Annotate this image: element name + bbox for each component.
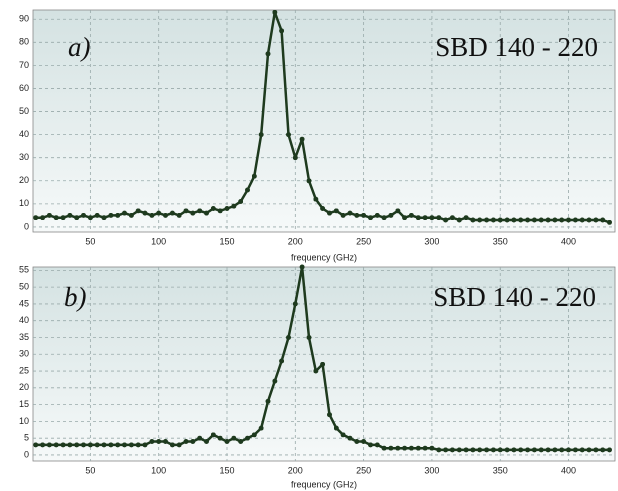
x-tick-label: 400	[561, 465, 576, 475]
y-tick-label: 10	[19, 198, 29, 208]
y-tick-label: 80	[19, 37, 29, 47]
y-tick-label: 90	[19, 14, 29, 24]
y-tick-label: 70	[19, 60, 29, 70]
y-tick-label: 35	[19, 332, 29, 342]
x-tick-label: 250	[356, 465, 371, 475]
y-tick-label: 50	[19, 282, 29, 292]
x-tick-label: 200	[288, 236, 303, 246]
x-tick-label: 300	[424, 236, 439, 246]
annotation: b)	[64, 282, 87, 312]
y-tick-label: 20	[19, 382, 29, 392]
y-tick-label: 55	[19, 265, 29, 275]
x-tick-label: 350	[493, 236, 508, 246]
x-tick-label: 50	[85, 236, 95, 246]
x-tick-label: 50	[85, 465, 95, 475]
y-tick-label: 20	[19, 175, 29, 185]
x-tick-label: 200	[288, 465, 303, 475]
x-axis-label: frequency (GHz)	[291, 479, 357, 489]
y-tick-label: 0	[24, 449, 29, 459]
y-tick-label: 30	[19, 152, 29, 162]
y-tick-label: 40	[19, 129, 29, 139]
x-tick-label: 300	[424, 465, 439, 475]
y-tick-label: 40	[19, 315, 29, 325]
x-axis-label: frequency (GHz)	[291, 252, 357, 262]
y-tick-label: 45	[19, 298, 29, 308]
y-tick-label: 30	[19, 349, 29, 359]
y-tick-label: 0	[24, 221, 29, 231]
y-tick-label: 25	[19, 365, 29, 375]
x-tick-label: 150	[219, 465, 234, 475]
x-tick-label: 100	[151, 465, 166, 475]
y-tick-label: 10	[19, 416, 29, 426]
data-line	[33, 9, 612, 225]
annotation: SBD 140 - 220	[435, 32, 598, 62]
x-tick-label: 350	[493, 465, 508, 475]
x-tick-label: 150	[219, 236, 234, 246]
y-tick-label: 50	[19, 106, 29, 116]
x-tick-label: 250	[356, 236, 371, 246]
annotation: a)	[68, 32, 91, 62]
y-tick-label: 15	[19, 399, 29, 409]
x-tick-label: 100	[151, 236, 166, 246]
x-tick-label: 400	[561, 236, 576, 246]
y-tick-label: 60	[19, 83, 29, 93]
annotation: SBD 140 - 220	[433, 282, 596, 312]
data-line	[33, 264, 612, 453]
y-tick-label: 5	[24, 433, 29, 443]
